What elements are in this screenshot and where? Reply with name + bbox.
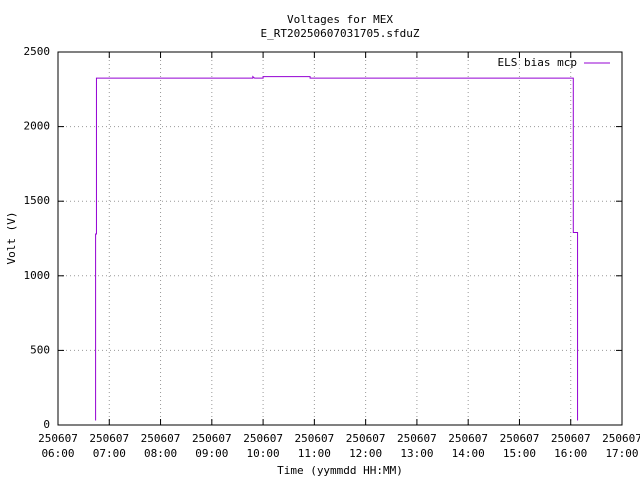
y-tick-label: 2000 xyxy=(24,120,51,133)
x-tick-label: 250607 06:00 xyxy=(38,432,78,460)
data-line xyxy=(95,75,579,421)
x-tick-label: 250607 17:00 xyxy=(602,432,640,460)
y-tick-label: 0 xyxy=(43,418,50,431)
x-tick-label: 250607 14:00 xyxy=(448,432,489,460)
x-tick-label: 250607 16:00 xyxy=(550,432,591,460)
x-tick-label: 250607 10:00 xyxy=(243,432,283,460)
legend-label: ELS bias mcp xyxy=(498,56,577,69)
y-axis-label: Volt (V) xyxy=(5,212,18,265)
y-tick-label: 500 xyxy=(30,343,50,356)
x-tick-label: 250607 13:00 xyxy=(397,432,437,460)
x-axis-label: Time (yymmdd HH:MM) xyxy=(277,464,403,477)
y-tick-label: 1000 xyxy=(24,269,51,282)
x-tick-label: 250607 08:00 xyxy=(140,432,181,460)
x-tick-label: 250607 12:00 xyxy=(345,432,386,460)
x-tick-label: 250607 15:00 xyxy=(499,432,540,460)
y-tick-label: 2500 xyxy=(24,45,51,58)
y-tick-label: 1500 xyxy=(24,194,51,207)
x-tick-label: 250607 07:00 xyxy=(89,432,130,460)
plot-frame xyxy=(57,51,623,426)
x-tick-label: 250607 09:00 xyxy=(191,432,232,460)
chart-subtitle: E_RT20250607031705.sfduZ xyxy=(261,27,420,40)
x-tick-label: 250607 11:00 xyxy=(294,432,335,460)
chart-title: Voltages for MEX xyxy=(287,13,393,26)
